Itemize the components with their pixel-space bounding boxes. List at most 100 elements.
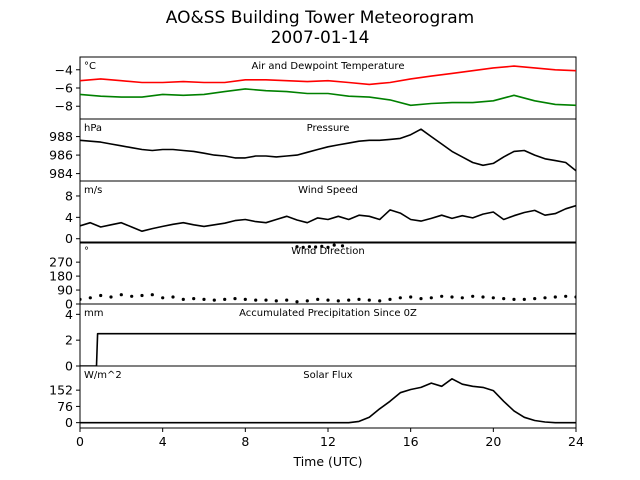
wind-speed-series-line-0: [80, 204, 576, 232]
wind-direction-point: [161, 296, 165, 300]
wind-speed-panel: 8 4 0 m/s Wind Speed: [65, 180, 577, 246]
solar-flux-series-group: [80, 378, 576, 424]
pressure-ytick-label: 988: [49, 129, 73, 144]
wind-direction-point: [99, 293, 103, 298]
temperature-series-line-0: [80, 65, 576, 86]
temperature-series-line-1: [80, 88, 576, 107]
xtick-label: 16: [403, 434, 419, 449]
wind-direction-unit-label: °: [84, 246, 89, 257]
xtick-label: 24: [568, 434, 584, 449]
wind-direction-point: [533, 297, 537, 301]
wind-direction-point: [574, 295, 576, 299]
wind-direction-point: [212, 298, 216, 302]
wind-direction-point: [295, 245, 299, 249]
wind-direction-point: [181, 297, 185, 301]
xtick-label: 12: [320, 434, 336, 449]
wind-direction-point: [305, 299, 309, 303]
precipitation-panel: 4 2 0 mm Accumulated Precipitation Since 0Z: [65, 303, 577, 374]
wind-direction-point: [326, 245, 330, 249]
panels-group: −4−6−8°C Air and Dewpoint Temperature9889…: [49, 56, 577, 430]
xtick-label: 8: [241, 434, 249, 449]
wind-direction-point: [295, 300, 299, 304]
pressure-ytick-label: 986: [49, 148, 73, 163]
wind-direction-point: [150, 293, 154, 297]
wind-direction-point: [320, 244, 324, 248]
wind-direction-panel-title: Wind Direction: [291, 246, 365, 257]
temperature-panel: −4 −6 −8 °C Air and Dewpoint Temperature: [55, 56, 577, 120]
wind-direction-point: [512, 297, 516, 301]
wind-speed-ytick-label: 4: [65, 210, 73, 225]
wind-direction-point: [301, 245, 305, 249]
x-axis: 0 4 8 12 16 20 24: [76, 428, 584, 449]
wind-direction-point: [481, 295, 485, 299]
wind-speed-panel-title: Wind Speed: [298, 185, 358, 196]
wind-direction-point: [543, 296, 547, 300]
precipitation-series-group: [80, 332, 576, 366]
wind-direction-point: [264, 298, 268, 302]
wind-direction-point: [243, 297, 247, 301]
temperature-ytick-label: −4: [55, 62, 73, 77]
wind-direction-point: [409, 295, 413, 299]
wind-direction-point: [109, 295, 113, 299]
precipitation-ytick-label: 0: [65, 359, 73, 374]
wind-direction-ytick-label: 270: [49, 255, 73, 270]
wind-speed-series-group: [80, 204, 576, 232]
wind-direction-point: [378, 299, 382, 303]
pressure-series-group: [80, 128, 576, 172]
wind-direction-point: [388, 297, 392, 301]
wind-direction-point: [502, 297, 506, 301]
wind-speed-ytick-label: 0: [65, 231, 73, 246]
wind-direction-point: [398, 296, 402, 300]
wind-direction-point: [202, 297, 206, 301]
wind-direction-point: [367, 298, 371, 302]
wind-direction-series-group: [80, 243, 576, 304]
wind-direction-point: [88, 296, 92, 300]
wind-direction-ytick-label: 0: [65, 297, 73, 312]
solar-flux-ytick-label: 152: [49, 383, 73, 398]
wind-direction-point: [254, 298, 258, 302]
wind-direction-point: [314, 245, 318, 249]
wind-speed-ytick-label: 8: [65, 188, 73, 203]
wind-direction-point: [450, 295, 454, 299]
wind-direction-point: [460, 296, 464, 300]
temperature-ytick-label: −6: [55, 81, 73, 96]
pressure-panel-title: Pressure: [307, 123, 350, 134]
wind-direction-point: [274, 299, 278, 303]
wind-speed-frame: [79, 180, 577, 244]
wind-direction-point: [307, 245, 311, 249]
precipitation-panel-title: Accumulated Precipitation Since 0Z: [239, 308, 417, 319]
wind-direction-point: [130, 294, 134, 298]
wind-direction-ytick-label: 180: [49, 269, 73, 284]
wind-direction-point: [347, 298, 351, 302]
figure-subtitle: 2007-01-14: [270, 28, 370, 48]
temperature-unit-label: °C: [84, 61, 96, 72]
wind-direction-point: [171, 295, 175, 299]
solar-flux-series-line-0: [80, 378, 576, 424]
wind-direction-point: [357, 297, 361, 301]
wind-direction-point: [336, 299, 340, 303]
xtick-label: 4: [159, 434, 167, 449]
xtick-label: 0: [76, 434, 84, 449]
precipitation-ytick-label: 2: [65, 333, 73, 348]
precipitation-unit-label: mm: [84, 308, 103, 319]
wind-direction-point: [119, 293, 123, 297]
xtick-label: 20: [485, 434, 501, 449]
wind-direction-point: [285, 298, 289, 302]
pressure-series-line-0: [80, 128, 576, 172]
wind-direction-point: [491, 296, 495, 300]
wind-direction-point: [223, 297, 227, 301]
wind-direction-point: [340, 244, 345, 248]
wind-direction-point: [332, 243, 336, 247]
wind-direction-point: [316, 297, 320, 301]
wind-direction-point: [140, 293, 144, 298]
wind-direction-point: [553, 295, 557, 299]
precipitation-ytick-label: 4: [65, 307, 73, 322]
pressure-ytick-label: 984: [49, 166, 73, 181]
figure-title: AO&SS Building Tower Meteorogram: [165, 8, 475, 28]
wind-direction-ytick-label: 90: [57, 283, 73, 298]
precipitation-series-line-0: [80, 332, 576, 366]
solar-flux-ytick-label: 76: [57, 399, 73, 414]
